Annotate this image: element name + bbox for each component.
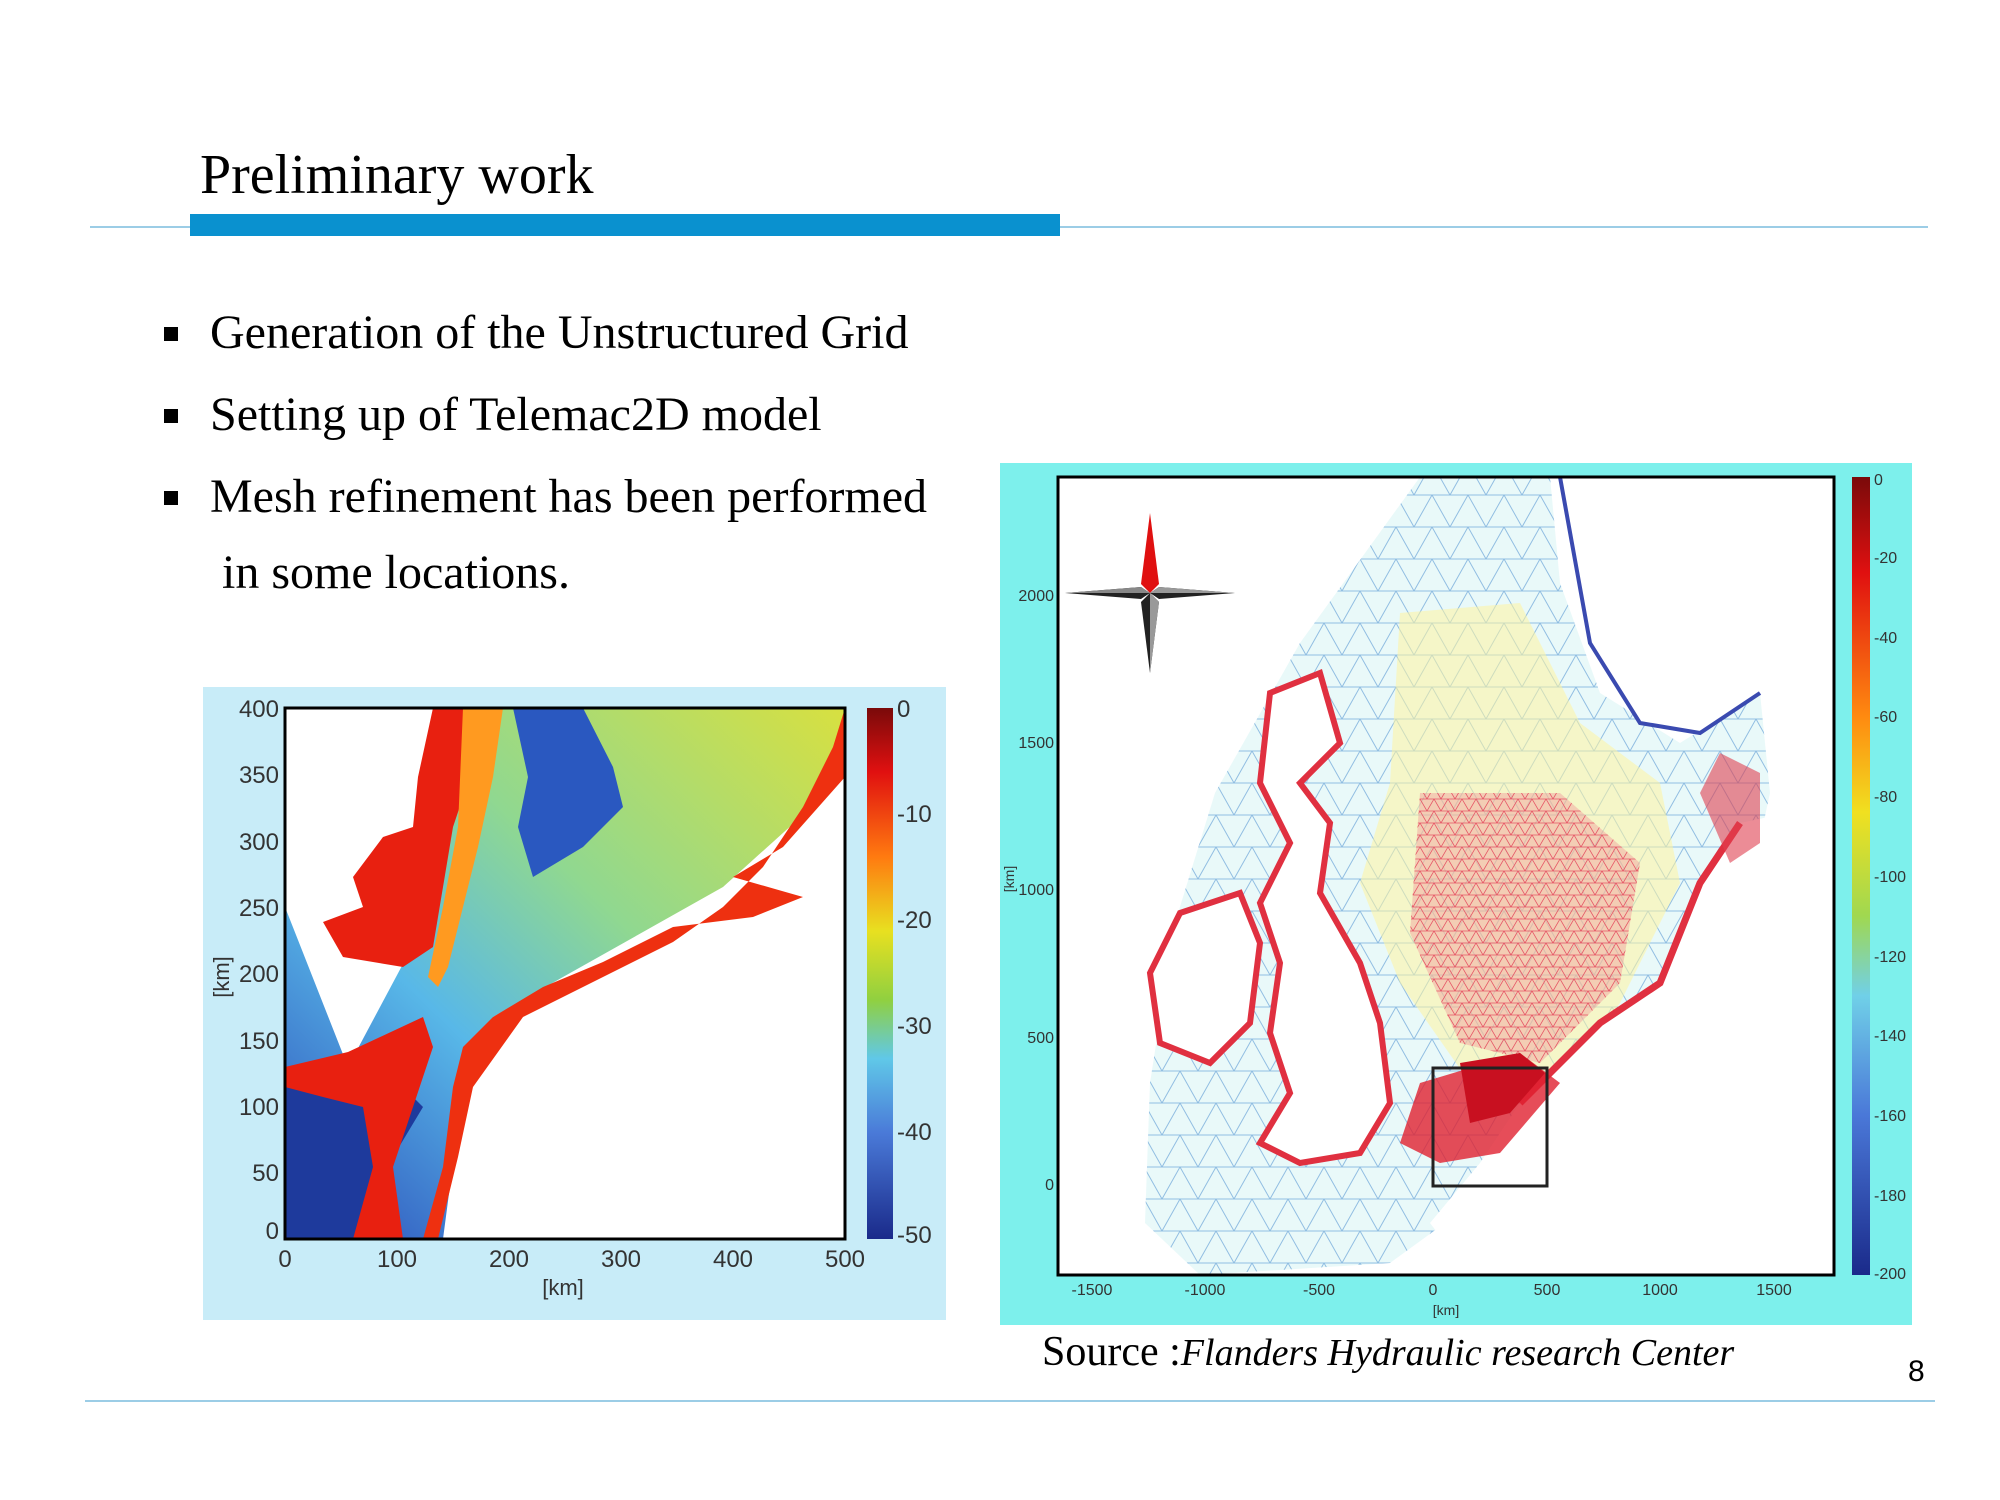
y-tick-label: 50 — [252, 1160, 279, 1187]
colorbar-tick-label: -20 — [1874, 550, 1897, 567]
x-tick-label: 1500 — [1756, 1282, 1792, 1299]
x-axis-label: [km] — [542, 1275, 584, 1300]
y-tick-label: 0 — [1045, 1177, 1054, 1194]
colorbar-tick-label: -200 — [1874, 1266, 1906, 1283]
bullet-continuation: in some locations. — [222, 546, 570, 599]
y-tick-label: 100 — [239, 1094, 279, 1121]
y-tick-label: 400 — [239, 696, 279, 723]
colorbar-tick-label: -140 — [1874, 1028, 1906, 1045]
bullet-text: Generation of the Unstructured Grid — [210, 306, 909, 359]
colorbar-tick-label: -10 — [897, 801, 932, 828]
footer-rule — [85, 1400, 1935, 1402]
y-tick-label: 150 — [239, 1028, 279, 1055]
y-tick-label: 300 — [239, 829, 279, 856]
bullet-square-icon — [164, 491, 178, 505]
mesh-figure: 2000 1500 1000 500 0 -1500 -1000 -500 0 … — [1000, 463, 1912, 1325]
bullet-text: Mesh refinement has been performed — [210, 470, 928, 523]
slide-title: Preliminary work — [200, 144, 594, 206]
bullet-square-icon — [164, 409, 178, 423]
bullet-item: Mesh refinement has been performed — [160, 456, 927, 538]
colorbar-tick-label: 0 — [897, 696, 910, 723]
colorbar-tick-label: -30 — [897, 1013, 932, 1040]
title-accent-bar — [190, 214, 1060, 236]
y-tick-label: 200 — [239, 961, 279, 988]
x-tick-label: -1500 — [1072, 1282, 1113, 1299]
colorbar-tick-label: 0 — [1874, 472, 1883, 489]
y-axis-label: [km] — [1001, 866, 1017, 892]
bathymetry-figure: 400 350 300 250 200 150 100 50 0 0 100 2… — [203, 687, 946, 1320]
colorbar-tick-label: -40 — [1874, 630, 1897, 647]
x-tick-label: 500 — [825, 1246, 865, 1273]
x-tick-label: 300 — [601, 1246, 641, 1273]
x-tick-label: 0 — [1429, 1282, 1438, 1299]
y-tick-label: 250 — [239, 895, 279, 922]
page-number: 8 — [1908, 1355, 1925, 1388]
bullet-list: Generation of the Unstructured Grid Sett… — [160, 292, 927, 538]
y-tick-label: 2000 — [1018, 588, 1054, 605]
x-tick-label: 1000 — [1642, 1282, 1678, 1299]
x-tick-label: 400 — [713, 1246, 753, 1273]
colorbar-tick-label: -50 — [897, 1222, 932, 1249]
colorbar-tick-label: -120 — [1874, 949, 1906, 966]
x-tick-label: -500 — [1303, 1282, 1335, 1299]
colorbar-tick-label: -40 — [897, 1119, 932, 1146]
colorbar — [1852, 477, 1870, 1275]
colorbar-tick-label: -60 — [1874, 709, 1897, 726]
source-name: Flanders Hydraulic research Center — [1180, 1332, 1735, 1374]
x-axis-label: [km] — [1433, 1302, 1459, 1318]
x-tick-label: 200 — [489, 1246, 529, 1273]
y-tick-label: 350 — [239, 762, 279, 789]
x-tick-label: -1000 — [1185, 1282, 1226, 1299]
colorbar — [867, 708, 893, 1239]
colorbar-tick-label: -160 — [1874, 1108, 1906, 1125]
colorbar-tick-label: -20 — [897, 907, 932, 934]
compass-rose-icon — [1065, 513, 1235, 673]
colorbar-tick-label: -100 — [1874, 869, 1906, 886]
y-tick-label: 1000 — [1018, 882, 1054, 899]
x-tick-label: 500 — [1534, 1282, 1561, 1299]
refinement-region-box — [1431, 1066, 1549, 1188]
x-tick-label: 100 — [377, 1246, 417, 1273]
y-tick-label: 1500 — [1018, 735, 1054, 752]
colorbar-tick-label: -80 — [1874, 789, 1897, 806]
source-caption: Source :Flanders Hydraulic research Cent… — [1042, 1324, 1734, 1381]
bullet-item: Generation of the Unstructured Grid — [160, 292, 927, 374]
x-tick-label: 0 — [278, 1246, 291, 1273]
source-label: Source : — [1042, 1329, 1181, 1375]
colorbar-tick-label: -180 — [1874, 1188, 1906, 1205]
bullet-text: Setting up of Telemac2D model — [210, 388, 822, 441]
bullet-square-icon — [164, 327, 178, 341]
y-tick-label: 0 — [266, 1218, 279, 1245]
y-axis-label: [km] — [209, 956, 234, 998]
bullet-item: Setting up of Telemac2D model — [160, 374, 927, 456]
y-tick-label: 500 — [1027, 1030, 1054, 1047]
